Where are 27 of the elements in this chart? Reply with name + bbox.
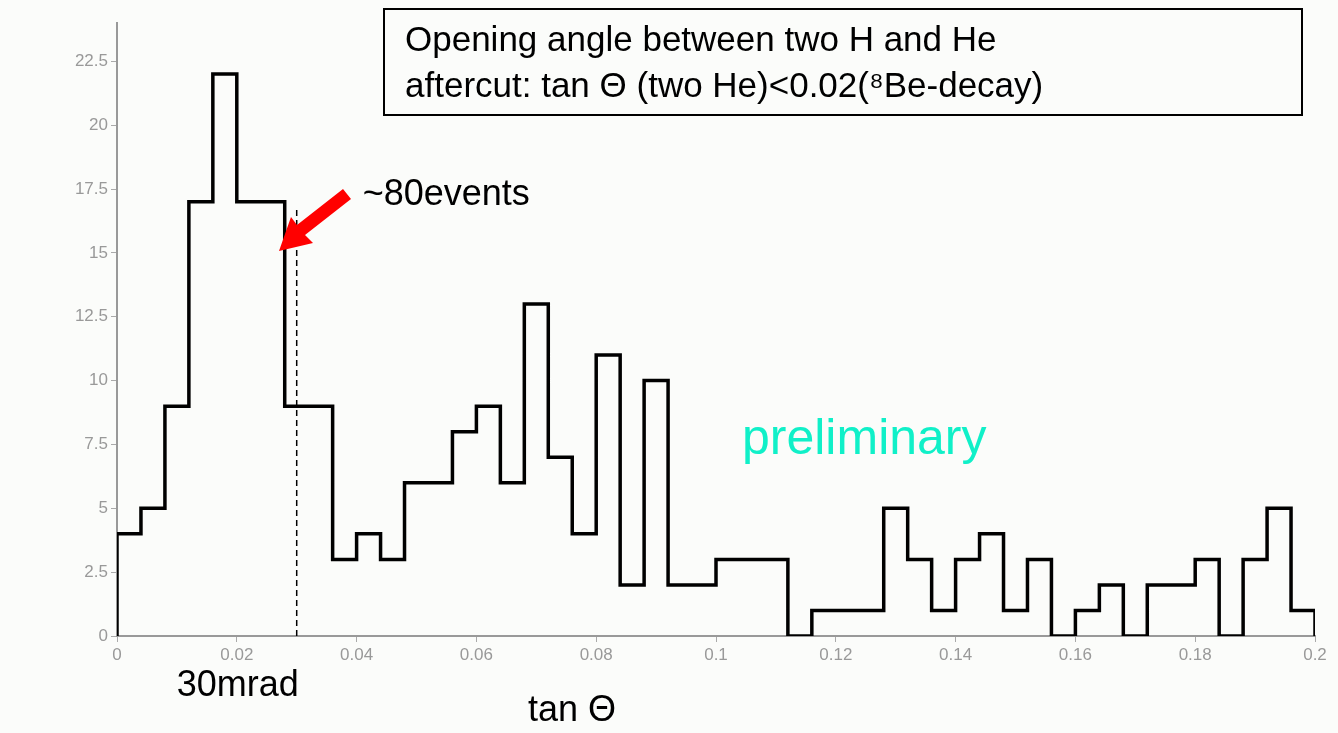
y-tick-label: 12.5 <box>74 306 108 326</box>
x-tick-label: 0.2 <box>1303 644 1327 664</box>
y-tick-label: 10 <box>89 370 108 390</box>
x-tick-label: 0.12 <box>819 644 853 664</box>
y-tick-label: 5 <box>98 497 108 517</box>
x-tick-label: 0.1 <box>704 644 728 664</box>
x-tick-label: 0.04 <box>340 644 374 664</box>
x-tick-label: 0.02 <box>220 644 254 664</box>
x-tick-label: 0.08 <box>579 644 613 664</box>
x-tick-label: 0.16 <box>1058 644 1092 664</box>
y-tick-label: 17.5 <box>74 178 108 198</box>
chart-title: Opening angle between two H and He <box>405 18 998 60</box>
y-tick-label: 2.5 <box>84 561 108 581</box>
y-tick-label: 22.5 <box>74 51 108 70</box>
y-tick-label: 15 <box>89 242 108 262</box>
x-tick-label: 0 <box>112 644 122 664</box>
ref-line-label: 30mrad <box>176 663 299 704</box>
annotation: ~80events <box>362 171 530 213</box>
x-tick-label: 0.14 <box>939 644 973 664</box>
x-tick-label: 0.18 <box>1178 644 1212 664</box>
x-tick-label: 0.06 <box>459 644 493 664</box>
y-tick-label: 7.5 <box>84 434 108 454</box>
y-tick-label: 0 <box>98 625 108 645</box>
annotation: preliminary <box>742 408 987 466</box>
x-axis-title: tan Θ <box>527 688 617 730</box>
text: aftercut: tan Θ (two He)<0.02(⁸Be-decay) <box>405 64 1045 106</box>
y-tick-label: 20 <box>89 114 108 134</box>
